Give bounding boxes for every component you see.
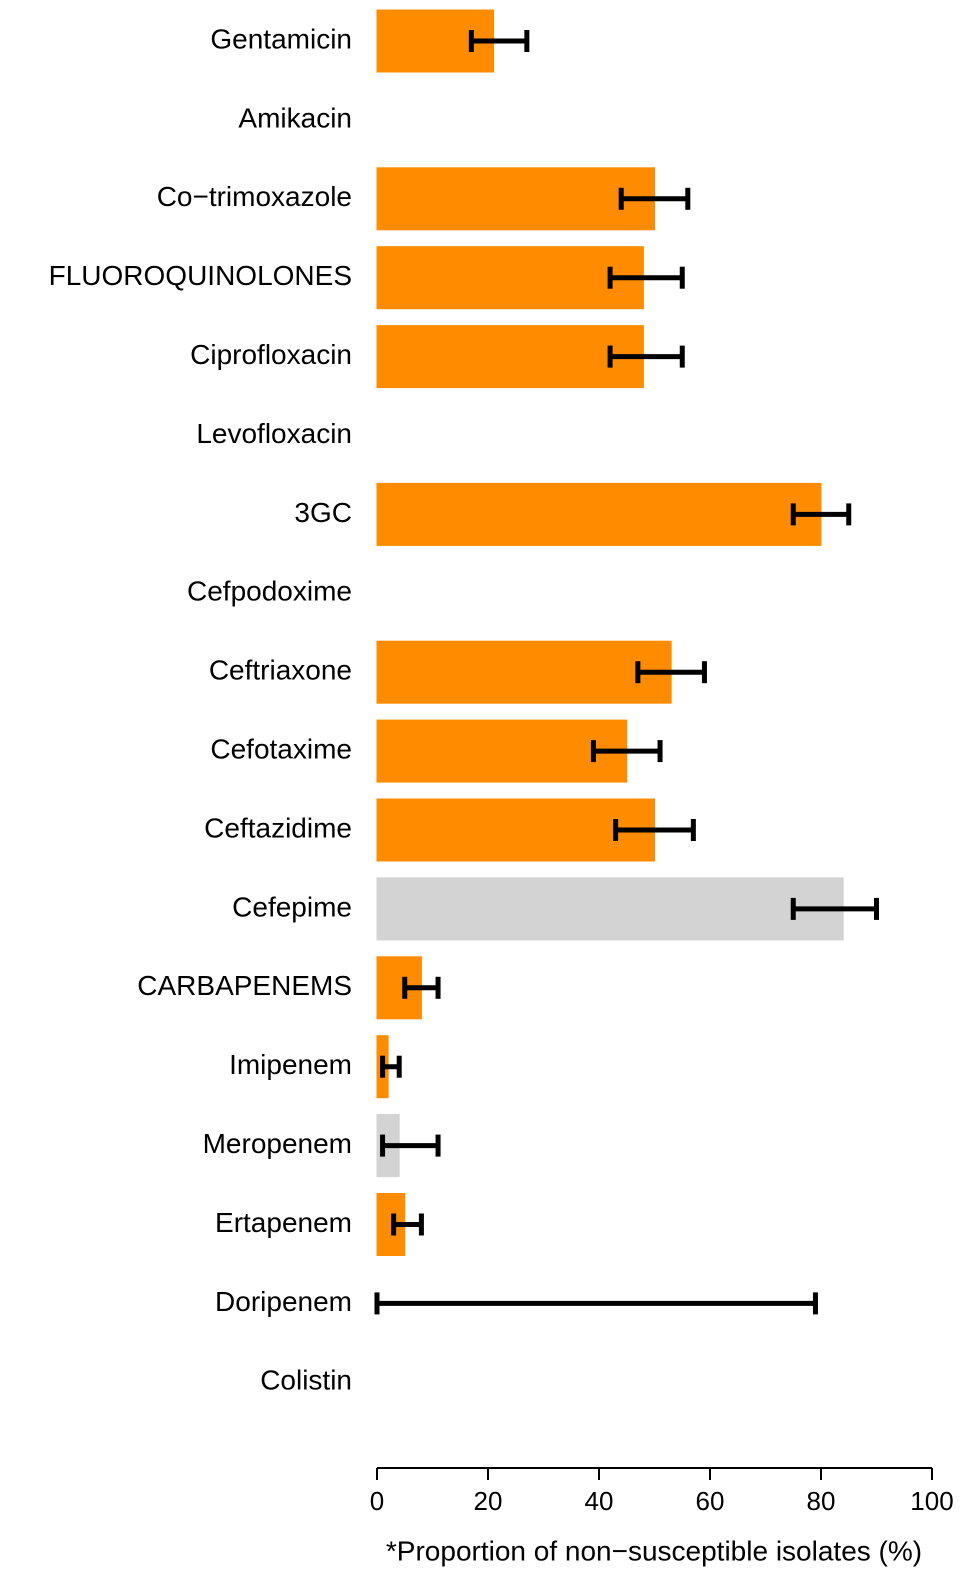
y-tick-label: FLUOROQUINOLONES (49, 260, 352, 291)
y-tick-label: Cefpodoxime (187, 576, 352, 607)
bar (376, 325, 644, 389)
x-tick-label: 40 (585, 1486, 614, 1516)
y-tick-label: Cefotaxime (210, 733, 352, 764)
y-tick-label: Ciprofloxacin (190, 339, 352, 370)
error-bar (618, 187, 691, 210)
x-axis-label: *Proportion of non−susceptible isolates … (386, 1535, 922, 1566)
x-tick-label: 20 (474, 1486, 503, 1516)
error-bar (635, 661, 707, 684)
bar (376, 719, 628, 783)
y-tick-label: CARBAPENEMS (137, 970, 352, 1001)
error-bar (468, 30, 530, 52)
bar (376, 640, 672, 704)
y-tick-label: 3GC (294, 497, 352, 528)
y-tick-label: Cefepime (232, 891, 352, 922)
bar (376, 167, 655, 231)
bar (376, 798, 655, 862)
error-bar (607, 266, 685, 289)
y-tick-label: Colistin (260, 1365, 352, 1396)
x-tick-label: 80 (807, 1486, 836, 1516)
x-tick-label: 100 (910, 1486, 953, 1516)
y-tick-label: Ertapenem (215, 1207, 352, 1238)
error-bar (402, 976, 441, 999)
error-bar (613, 819, 696, 841)
error-bar (590, 740, 663, 763)
y-tick-label: Ceftriaxone (209, 655, 352, 686)
error-bar (380, 1055, 402, 1078)
y-tick-label: Ceftazidime (204, 812, 352, 843)
y-tick-label: Imipenem (229, 1049, 352, 1080)
error-bar (374, 1292, 818, 1315)
error-bar (391, 1213, 424, 1236)
x-tick-label: 0 (370, 1486, 384, 1516)
error-bar (790, 503, 852, 526)
y-tick-label: Doripenem (215, 1286, 352, 1317)
error-bar (607, 345, 685, 368)
bar (376, 482, 822, 546)
error-bar (380, 1134, 441, 1157)
error-bar (790, 897, 879, 920)
bar (376, 877, 844, 941)
y-tick-label: Meropenem (203, 1128, 352, 1159)
y-tick-label: Levofloxacin (196, 418, 352, 449)
y-tick-label: Gentamicin (210, 23, 352, 54)
y-tick-label: Co−trimoxazole (157, 181, 352, 212)
bar (376, 246, 644, 310)
y-tick-label: Amikacin (238, 102, 352, 133)
x-tick-label: 60 (696, 1486, 725, 1516)
